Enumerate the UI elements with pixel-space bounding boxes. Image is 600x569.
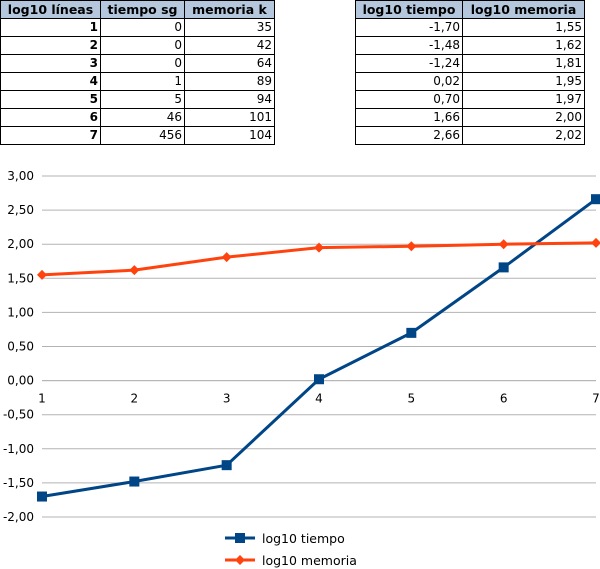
data-point: [314, 374, 324, 385]
table-cell: 4: [0, 72, 101, 91]
table-row: -1,24 1,81: [355, 54, 585, 73]
table-row: -1,48 1,62: [355, 36, 585, 55]
table-row: 2,66 2,02: [355, 126, 585, 145]
data-table-logs: log10 tiempo log10 memoria -1,70 1,55 -1,48…: [355, 0, 585, 145]
table-row: 6 46 101: [0, 108, 275, 127]
table-cell: 0,70: [355, 90, 463, 109]
x-tick-label: 7: [592, 392, 600, 406]
table-cell: -1,24: [355, 54, 463, 73]
table-cell: 1: [0, 18, 101, 37]
y-tick-label: -2,00: [3, 510, 34, 524]
y-tick-label: 0,50: [7, 340, 34, 354]
table-row: 7 456 104: [0, 126, 275, 145]
table-cell: 5: [100, 90, 185, 109]
x-tick-label: 3: [223, 392, 231, 406]
column-header: memoria k: [184, 0, 275, 19]
x-tick-label: 2: [131, 392, 139, 406]
data-point: [591, 237, 600, 248]
table-cell: 101: [184, 108, 275, 127]
table-row: 0,02 1,95: [355, 72, 585, 91]
data-point: [406, 241, 417, 252]
table-row: 2 0 42: [0, 36, 275, 55]
table-cell: 3: [0, 54, 101, 73]
table-cell: 64: [184, 54, 275, 73]
y-tick-label: 2,00: [7, 237, 34, 251]
column-header: log10 tiempo: [355, 0, 463, 19]
data-point: [221, 252, 232, 263]
table-cell: 46: [100, 108, 185, 127]
table-row: 1 0 35: [0, 18, 275, 37]
data-point: [37, 269, 47, 280]
table-cell: 5: [0, 90, 101, 109]
table-cell: 1,97: [462, 90, 585, 109]
table-cell: 0,02: [355, 72, 463, 91]
data-point: [221, 460, 232, 471]
table-cell: 2: [0, 36, 101, 55]
legend-marker: [235, 555, 245, 565]
y-tick-label: 0,00: [7, 374, 34, 388]
column-header: log10 memoria: [462, 0, 585, 19]
table-cell: 0: [100, 36, 185, 55]
y-tick-label: 1,50: [7, 271, 34, 285]
table-cell: 2,00: [462, 108, 585, 127]
table-cell: 6: [0, 108, 101, 127]
y-tick-label: 3,00: [7, 169, 34, 183]
table-row: 1,66 2,00: [355, 108, 585, 127]
legend-label: log10 memoria: [262, 553, 357, 568]
table-row: 4 1 89: [0, 72, 275, 91]
table-cell: 94: [184, 90, 275, 109]
table-cell: -1,48: [355, 36, 463, 55]
table-cell: 89: [184, 72, 275, 91]
table-cell: 1,55: [462, 18, 585, 37]
data-point: [591, 194, 600, 205]
table-cell: 456: [100, 126, 185, 145]
table-cell: -1,70: [355, 18, 463, 37]
y-tick-label: 2,50: [7, 203, 34, 217]
data-table-lines: log10 líneas tiempo sg memoria k 1 0 35 2 0 42 3…: [0, 0, 275, 145]
data-point: [314, 242, 324, 253]
table-row: 5 5 94: [0, 90, 275, 109]
table-cell: 104: [184, 126, 275, 145]
table-cell: 1,62: [462, 36, 585, 55]
x-tick-label: 1: [38, 392, 46, 406]
table-cell: 2,66: [355, 126, 463, 145]
column-header: log10 líneas: [0, 0, 101, 19]
column-header: tiempo sg: [100, 0, 185, 19]
data-point: [37, 491, 47, 502]
legend-label: log10 tiempo: [262, 531, 345, 546]
data-point: [129, 476, 140, 487]
data-point: [498, 239, 509, 250]
x-tick-label: 5: [408, 392, 416, 406]
legend-marker: [235, 533, 245, 543]
table-cell: 1,81: [462, 54, 585, 73]
x-tick-label: 6: [500, 392, 508, 406]
table-cell: 42: [184, 36, 275, 55]
table-cell: 1,66: [355, 108, 463, 127]
data-point: [406, 327, 417, 338]
x-tick-label: 4: [315, 392, 323, 406]
table-cell: 2,02: [462, 126, 585, 145]
y-tick-label: -1,50: [3, 476, 34, 490]
table-row: 0,70 1,97: [355, 90, 585, 109]
table-cell: 1: [100, 72, 185, 91]
data-point: [129, 265, 140, 276]
table-header-row: log10 tiempo log10 memoria: [355, 0, 585, 19]
table-cell: 7: [0, 126, 101, 145]
line-chart: 3,00 2,50 2,00 1,50 1,00 0,50 0,00 -0,50 -1,00 -1…: [3, 169, 600, 568]
y-tick-label: -1,00: [3, 442, 34, 456]
y-tick-label: -0,50: [3, 408, 34, 422]
table-cell: 1,95: [462, 72, 585, 91]
table-header-row: log10 líneas tiempo sg memoria k: [0, 0, 275, 19]
table-cell: 35: [184, 18, 275, 37]
y-tick-label: 1,00: [7, 305, 34, 319]
data-point: [498, 262, 509, 273]
table-row: -1,70 1,55: [355, 18, 585, 37]
table-cell: 0: [100, 18, 185, 37]
table-row: 3 0 64: [0, 54, 275, 73]
table-cell: 0: [100, 54, 185, 73]
